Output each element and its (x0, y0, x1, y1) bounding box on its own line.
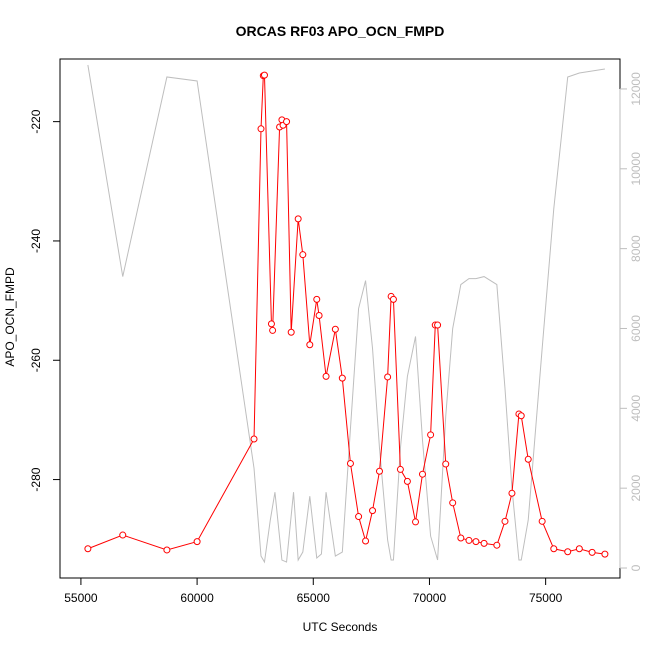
data-point (389, 295, 397, 303)
data-point (601, 550, 609, 558)
data-point (418, 470, 426, 478)
data-point (480, 539, 488, 547)
data-point (250, 435, 258, 443)
data-point (412, 518, 420, 526)
data-point (119, 531, 127, 539)
y2-tick-label: 8000 (629, 235, 643, 262)
data-point (376, 467, 383, 475)
data-point (457, 534, 465, 542)
data-point (369, 507, 377, 515)
chart-title: ORCAS RF03 APO_OCN_FMPD (236, 23, 445, 39)
y-axis-label: APO_OCN_FMPD (3, 267, 17, 367)
data-point (472, 538, 480, 546)
data-point (338, 374, 346, 382)
data-point (331, 325, 339, 333)
data-point (163, 546, 171, 554)
data-point (193, 538, 201, 546)
y-tick-label: -280 (29, 467, 43, 491)
data-point (306, 341, 314, 349)
y2-tick-label: 10000 (629, 152, 643, 186)
data-point (362, 537, 370, 545)
y2-tick-label: 12000 (629, 72, 643, 106)
data-point (396, 465, 404, 473)
data-point (313, 295, 321, 303)
data-point (538, 517, 546, 525)
data-point (564, 548, 572, 556)
data-point (315, 312, 323, 320)
right-axis-series-line (87, 64, 605, 564)
data-point (260, 71, 268, 79)
data-point (322, 372, 330, 380)
data-point (384, 373, 392, 381)
y2-tick-label: 6000 (629, 315, 643, 342)
data-point (501, 517, 509, 525)
data-point (287, 328, 295, 336)
data-point (524, 455, 532, 463)
data-point (346, 459, 354, 467)
x-tick-label: 75000 (529, 591, 563, 605)
data-point (517, 412, 525, 420)
data-point (508, 489, 516, 497)
x-axis-label: UTC Seconds (303, 620, 378, 634)
data-point (449, 499, 457, 507)
data-point (427, 431, 435, 439)
y-tick-label: -220 (29, 109, 43, 133)
x-axis: 55000 60000 65000 70000 75000 (64, 577, 563, 605)
data-point (465, 536, 473, 544)
data-point (283, 118, 291, 126)
data-point (257, 125, 265, 133)
x-tick-label: 55000 (64, 591, 98, 605)
data-point (493, 541, 501, 549)
x-tick-label: 60000 (180, 591, 214, 605)
data-point (550, 545, 558, 553)
data-point (269, 326, 277, 334)
data-point (294, 215, 302, 223)
data-point (588, 548, 596, 556)
data-point (434, 321, 442, 329)
data-point (575, 545, 583, 553)
y2-tick-label: 0 (629, 564, 643, 571)
data-point (442, 460, 450, 468)
y-tick-label: -260 (29, 348, 43, 372)
y2-tick-label: 2000 (629, 475, 643, 502)
y-tick-label: -240 (29, 229, 43, 253)
x-tick-label: 65000 (297, 591, 331, 605)
x-tick-label: 70000 (413, 591, 447, 605)
y-axis-right: 0 2000 4000 6000 8000 10000 12000 (619, 72, 643, 571)
data-point (267, 320, 275, 328)
data-point (355, 513, 363, 521)
left-axis-series-line (87, 74, 605, 555)
data-point (84, 545, 92, 553)
data-point (403, 477, 411, 485)
series-layer (84, 64, 609, 564)
data-point (299, 251, 307, 259)
y-axis-left: -220 -240 -260 -280 (29, 109, 61, 492)
y2-tick-label: 4000 (629, 395, 643, 422)
